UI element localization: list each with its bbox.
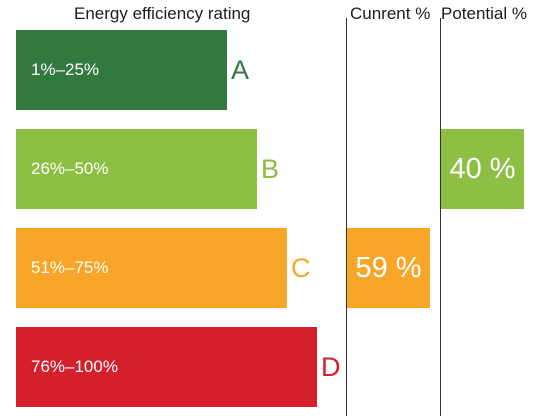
band-letter-a: A (231, 55, 250, 85)
rating-column-header: Energy efficiency rating (74, 4, 251, 23)
band-range-label: 26%–50% (31, 159, 109, 178)
potential-value-box: 40 % (441, 129, 524, 209)
band-letter-c: C (291, 253, 311, 283)
current-column-divider (346, 18, 347, 416)
potential-column-divider (440, 18, 441, 416)
band-bar-a: 1%–25% (16, 30, 227, 110)
band-range-label: 1%–25% (31, 60, 100, 79)
potential-value-label: 40 % (449, 153, 516, 185)
band-bar-d: 76%–100% (16, 327, 317, 407)
current-value-label: 59 % (355, 252, 422, 284)
band-bar-c: 51%–75% (16, 228, 287, 308)
potential-column-header: Potential % (441, 4, 527, 23)
band-range-label: 51%–75% (31, 258, 109, 277)
current-column-header: Cunrent % (350, 4, 431, 23)
band-letter-d: D (321, 352, 341, 382)
band-letter-b: B (261, 154, 280, 184)
band-range-label: 76%–100% (31, 357, 118, 376)
band-bar-b: 26%–50% (16, 129, 257, 209)
current-value-box: 59 % (347, 228, 430, 308)
